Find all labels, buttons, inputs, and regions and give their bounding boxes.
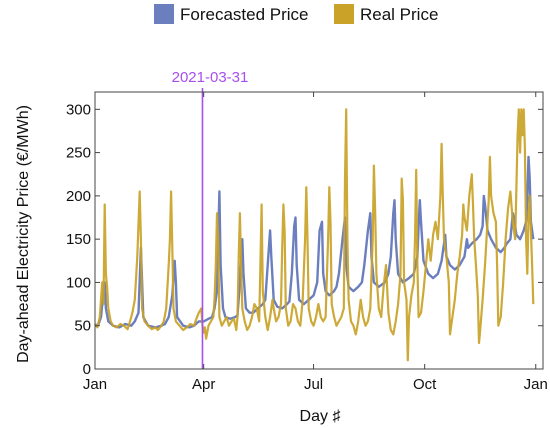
x-tick-label: Jul	[304, 376, 323, 393]
x-tick-label: Apr	[192, 376, 215, 393]
legend-swatch-forecasted	[154, 4, 174, 24]
x-axis-label: Day ♯	[300, 408, 341, 425]
series-line-real-price	[94, 108, 535, 362]
y-tick-label: 200	[66, 188, 91, 205]
y-axis-label: Day-ahead Electricity Price (€/MWh)	[15, 105, 32, 363]
y-tick-label: 0	[83, 361, 91, 378]
plot-frame	[94, 91, 544, 370]
y-tick-label: 150	[66, 231, 91, 248]
annotation-date-label: 2021-03-31	[172, 69, 249, 86]
legend-label-forecasted: Forecasted Price	[180, 5, 309, 24]
x-tick-label: Jan	[524, 376, 548, 393]
x-tick-label: Oct	[413, 376, 437, 393]
y-tick-label: 300	[66, 101, 91, 118]
series-line-forecasted-price	[94, 155, 535, 329]
y-tick-label: 100	[66, 274, 91, 291]
legend: Forecasted Price Real Price	[154, 4, 438, 24]
y-tick-label: 50	[74, 318, 91, 335]
x-tick-label: Jan	[83, 376, 107, 393]
legend-swatch-real	[334, 4, 354, 24]
legend-label-real: Real Price	[360, 5, 438, 24]
y-tick-label: 250	[66, 145, 91, 162]
